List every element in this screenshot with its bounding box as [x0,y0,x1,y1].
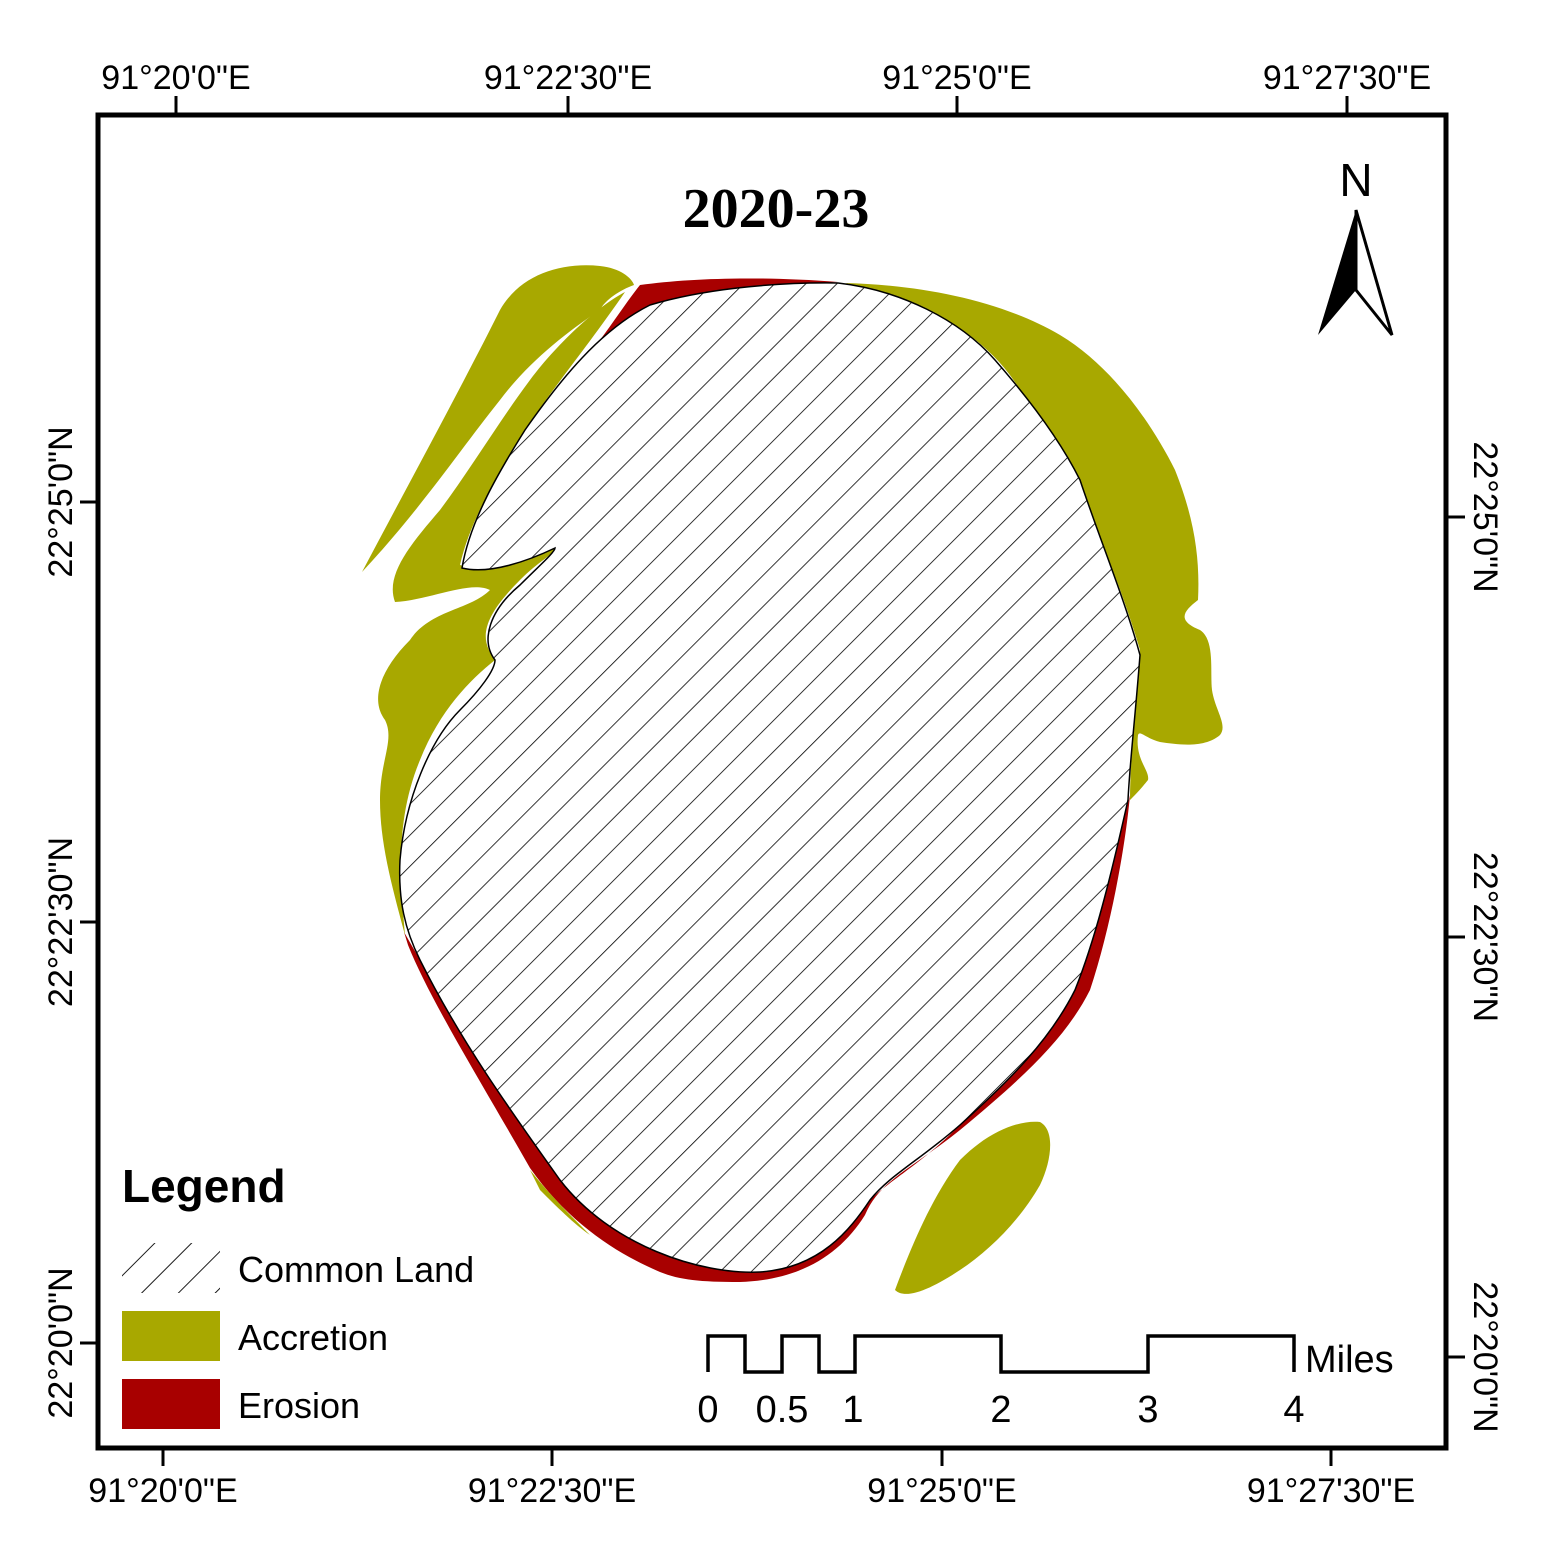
north-arrow: N [1318,154,1394,336]
scale-bar-segments [706,1334,1296,1374]
left-coord-label: 22°25'0"N [42,426,80,577]
scale-bar: Miles 0 0.5 1 2 3 4 [697,1334,1394,1431]
accretion-area [362,265,634,572]
north-arrow-right-half [1354,209,1394,336]
erosion-area [600,278,838,340]
scale-tick-label: 1 [842,1389,863,1431]
map-title: 2020-23 [683,178,870,240]
left-coord-label: 22°20'0"N [42,1267,80,1418]
legend-label-erosion: Erosion [238,1385,360,1426]
scale-unit-label: Miles [1305,1339,1394,1381]
right-ticks [1446,515,1465,1359]
legend-swatch-common-land [122,1243,220,1293]
right-coord-label: 22°25'0"N [1466,441,1504,592]
accretion-area [895,1121,1051,1294]
scale-tick-label: 0.5 [756,1389,809,1431]
bottom-coord-label: 91°22'30"E [468,1472,636,1510]
legend: Legend Common Land Accretion Erosion [122,1160,474,1429]
scale-tick-label: 0 [697,1389,718,1431]
top-coord-label: 91°20'0"E [101,59,250,97]
left-ticks [80,500,98,1345]
bottom-coord-label: 91°25'0"E [867,1472,1016,1510]
right-coord-label: 22°22'30"N [1466,852,1504,1022]
accretion-area [845,283,1223,800]
north-label: N [1339,154,1372,206]
top-coord-label: 91°27'30"E [1263,59,1431,97]
bottom-coord-label: 91°20'0"E [88,1472,237,1510]
right-coord-label: 22°20'0"N [1466,1281,1504,1432]
top-ticks [174,96,1349,115]
top-coord-label: 91°22'30"E [484,59,652,97]
bottom-ticks [161,1448,1333,1466]
legend-title: Legend [122,1160,286,1212]
north-arrow-left-half [1318,210,1356,335]
scale-tick-label: 3 [1137,1389,1158,1431]
legend-swatch-accretion [122,1311,220,1361]
bottom-coord-label: 91°27'30"E [1247,1472,1415,1510]
legend-swatch-erosion [122,1379,220,1429]
accretion-area [378,292,625,935]
legend-label-common-land: Common Land [238,1249,474,1290]
legend-label-accretion: Accretion [238,1317,388,1358]
scale-tick-label: 2 [990,1389,1011,1431]
top-coord-label: 91°25'0"E [882,59,1031,97]
common-land-area [398,282,1141,1273]
scale-tick-label: 4 [1283,1389,1304,1431]
left-coord-label: 22°22'30"N [42,837,80,1007]
